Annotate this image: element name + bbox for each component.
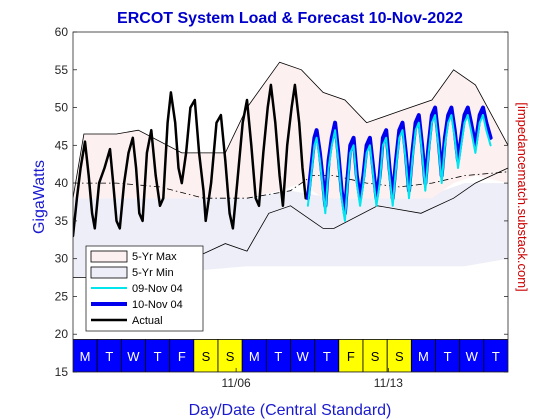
y-tick-label: 35 — [55, 214, 69, 228]
day-label: T — [105, 349, 113, 364]
day-label: S — [371, 349, 380, 364]
chart-title: ERCOT System Load & Forecast 10-Nov-2022 — [117, 10, 463, 27]
y-tick-label: 30 — [55, 252, 69, 266]
day-label: T — [323, 349, 331, 364]
day-cell — [386, 339, 412, 372]
day-label: T — [492, 349, 500, 364]
day-label: W — [127, 349, 140, 364]
day-label: M — [80, 349, 91, 364]
legend-entry: 10-Nov 04 — [132, 299, 183, 311]
day-cell — [483, 339, 508, 372]
y-tick-label: 55 — [55, 63, 69, 77]
day-label: S — [226, 349, 235, 364]
day-cell — [73, 339, 98, 372]
day-label: T — [154, 349, 162, 364]
y-tick-label: 60 — [55, 25, 69, 39]
source-label: [impedancematch.substack.com] — [515, 102, 530, 291]
day-cell — [314, 339, 340, 372]
x-tick-label: 11/13 — [374, 376, 403, 390]
day-cell — [362, 339, 388, 372]
y-tick-label: 15 — [55, 365, 69, 379]
day-label: W — [296, 349, 309, 364]
day-cell — [217, 339, 243, 372]
legend-entry: 5-Yr Min — [132, 267, 174, 279]
day-label: S — [395, 349, 404, 364]
day-label: F — [347, 349, 355, 364]
day-cell — [290, 339, 316, 372]
legend-swatch — [90, 250, 128, 263]
day-cell — [435, 339, 461, 372]
legend-entry: 09-Nov 04 — [132, 283, 183, 295]
legend-entry: Actual — [132, 315, 163, 327]
series-line-actual — [73, 83, 307, 238]
day-label: S — [202, 349, 211, 364]
y-tick-label: 25 — [55, 289, 69, 303]
day-cell — [459, 339, 485, 372]
day-label: W — [466, 349, 479, 364]
y-tick-label: 50 — [55, 101, 69, 115]
day-label: T — [444, 349, 452, 364]
day-label: T — [274, 349, 282, 364]
plot-frame — [72, 31, 509, 373]
day-label: F — [178, 349, 186, 364]
plot-area: M T W T F S S M T W T F S S M T W T1520253035404550556011… — [55, 25, 509, 390]
day-label: M — [249, 349, 260, 364]
y-tick-label: 20 — [55, 327, 69, 341]
legend-entry: 5-Yr Max — [132, 251, 177, 263]
band-max — [73, 62, 508, 199]
y-tick-label: 40 — [55, 176, 69, 190]
day-cell — [96, 339, 122, 372]
day-cell — [169, 339, 195, 372]
series-line-09-nov-04 — [306, 114, 492, 222]
x-axis-label: Day/Date (Central Standard) — [189, 402, 392, 419]
y-tick-label: 45 — [55, 138, 69, 152]
x-tick-label: 11/06 — [222, 376, 251, 390]
y-axis-label: GigaWatts — [31, 160, 48, 234]
day-cell — [241, 339, 267, 372]
day-label: M — [418, 349, 429, 364]
reference-line-range-upper — [73, 61, 508, 199]
legend-swatch — [90, 266, 128, 279]
day-cell — [193, 339, 219, 372]
